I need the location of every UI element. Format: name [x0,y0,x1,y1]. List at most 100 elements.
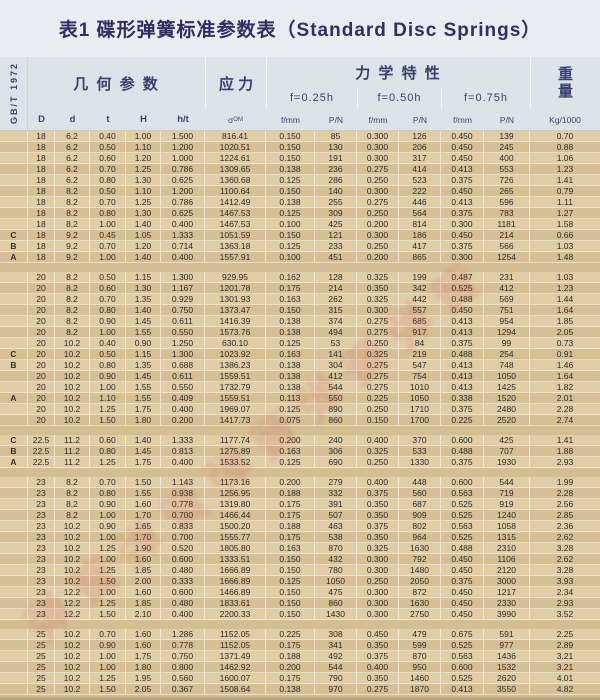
cell-ht: 0.929 [161,294,205,305]
cell-weight: 1.06 [530,153,600,164]
cell-p050: 1330 [399,457,441,468]
cell-H: 1.90 [126,543,161,554]
cell-t: 0.70 [90,164,126,175]
cell-D: 18 [28,241,55,252]
table-row: 23 12.2 1.25 1.85 0.480 1833.61 0.150 86… [0,598,600,609]
table-row: 23 10.2 0.90 1.65 0.833 1500.20 0.188 46… [0,521,600,532]
cell-t: 0.90 [90,521,126,532]
cell-p075: 245 [484,142,530,153]
cell-f050: 0.225 [357,393,399,404]
cell-p050: 870 [399,651,441,662]
cell-f025: 0.125 [266,175,315,186]
series-label [0,186,28,197]
cell-sigma: 1666.89 [205,565,266,576]
cell-weight: 3.21 [530,651,600,662]
cell-sigma: 1152.05 [205,629,266,640]
cell-p025: 286 [315,175,357,186]
cell-f025: 0.163 [266,446,315,457]
cell-D: 18 [28,197,55,208]
cell-p050: 126 [399,131,441,142]
cell-f025: 0.175 [266,510,315,521]
cell-ht: 1.200 [161,186,205,197]
cell-ht: 0.833 [161,521,205,532]
table-row: 23 10.2 1.00 1.70 0.700 1555.77 0.175 53… [0,532,600,543]
cell-D: 20 [28,382,55,393]
cell-p025: 128 [315,272,357,283]
cell-weight: 1.44 [530,294,600,305]
cell-f050: 0.300 [357,131,399,142]
table-row: 18 8.2 0.80 1.30 0.625 1467.53 0.125 309… [0,208,600,219]
cell-p025: 309 [315,208,357,219]
cell-t: 1.00 [90,252,126,263]
cell-f075: 0.450 [441,131,484,142]
cell-sigma: 1224.61 [205,153,266,164]
cell-p075: 719 [484,488,530,499]
cell-p050: 84 [399,338,441,349]
cell-p025: 860 [315,598,357,609]
cell-f050: 0.375 [357,651,399,662]
cell-f075: 0.450 [441,153,484,164]
cell-f050: 0.325 [357,294,399,305]
cell-p075: 1217 [484,587,530,598]
cell-p025: 860 [315,415,357,426]
cell-p050: 814 [399,219,441,230]
table-row: C 18 9.2 0.45 1.05 1.333 1051.59 0.150 1… [0,230,600,241]
cell-p075: 2480 [484,404,530,415]
series-label [0,587,28,598]
cell-D: 20 [28,371,55,382]
cell-f075: 0.488 [441,349,484,360]
cell-d: 10.2 [55,576,90,587]
standard-code-label: GB/T 1972 [8,62,19,125]
cell-p050: 547 [399,360,441,371]
series-label [0,197,28,208]
cell-p050: 442 [399,294,441,305]
cell-d: 6.2 [55,153,90,164]
cell-D: 18 [28,131,55,142]
cell-weight: 1.64 [530,305,600,316]
series-label [0,371,28,382]
column-header-d: d [69,114,76,125]
cell-sigma: 1466.44 [205,510,266,521]
cell-f025: 0.150 [266,230,315,241]
cell-weight: 1.46 [530,360,600,371]
cell-D: 20 [28,272,55,283]
sigma-symbol: σ [228,114,234,125]
cell-p075: 726 [484,175,530,186]
deflection-075h-header: f=0.75h [441,87,530,109]
geometry-group-header: 几 何 参 数 [73,75,160,93]
cell-t: 1.25 [90,543,126,554]
cell-f025: 0.150 [266,554,315,565]
cell-p075: 783 [484,208,530,219]
series-label [0,499,28,510]
cell-t: 1.25 [90,673,126,684]
cell-weight: 2.89 [530,640,600,651]
cell-f025: 0.162 [266,272,315,283]
cell-p025: 507 [315,510,357,521]
cell-H: 1.65 [126,521,161,532]
cell-weight: 1.03 [530,272,600,283]
cell-D: 22.5 [28,457,55,468]
cell-ht: 0.409 [161,393,205,404]
cell-t: 0.90 [90,640,126,651]
cell-f075: 0.600 [441,477,484,488]
cell-H: 1.15 [126,349,161,360]
table-row: B 18 9.2 0.70 1.20 0.714 1363.18 0.125 2… [0,241,600,252]
cell-ht: 0.625 [161,175,205,186]
cell-D: 23 [28,609,55,620]
cell-t: 1.50 [90,609,126,620]
cell-weight: 1.58 [530,219,600,230]
cell-d: 9.2 [55,252,90,263]
cell-p025: 492 [315,651,357,662]
cell-f075: 0.525 [441,673,484,684]
cell-d: 10.2 [55,651,90,662]
table-row: 25 10.2 1.25 1.95 0.560 1600.07 0.175 79… [0,673,600,684]
cell-f075: 0.525 [441,532,484,543]
cell-D: 18 [28,252,55,263]
cell-f050: 0.200 [357,219,399,230]
cell-p050: 533 [399,446,441,457]
table-row: 23 10.2 1.25 1.90 0.520 1805.80 0.163 87… [0,543,600,554]
cell-f075: 0.450 [441,598,484,609]
series-label: B [0,446,28,457]
cell-d: 10.2 [55,565,90,576]
cell-p050: 1630 [399,543,441,554]
